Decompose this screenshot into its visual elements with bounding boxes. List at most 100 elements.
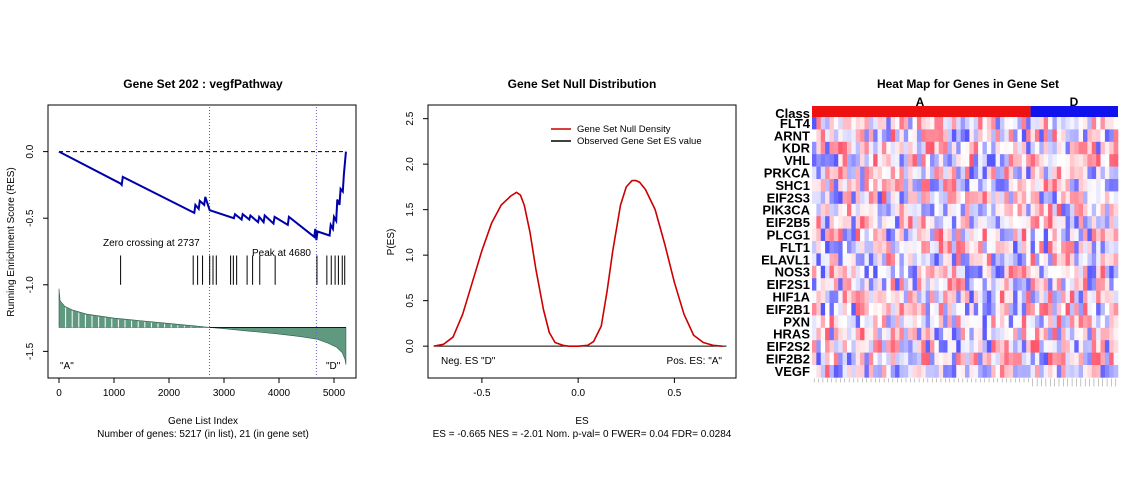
heatmap-cell (881, 117, 887, 130)
heatmap-cell (855, 228, 861, 242)
heatmap-cell (1013, 253, 1018, 267)
heatmap-cell (1100, 365, 1106, 378)
heatmap-cell (999, 278, 1005, 291)
heatmap-cell (833, 315, 839, 329)
heatmap-cell (855, 129, 861, 143)
heatmap-cell (1017, 216, 1023, 229)
heatmap-cell (873, 191, 878, 205)
heatmap-cell (895, 315, 900, 329)
heatmap-cell (999, 191, 1005, 205)
heatmap-cell (956, 315, 961, 329)
heatmap-cell (1104, 203, 1110, 217)
heatmap-cell (825, 216, 830, 229)
heatmap-cell (1030, 253, 1036, 267)
heatmap-cell (1052, 154, 1058, 167)
heatmap-cell (820, 203, 826, 217)
heatmap-cell (960, 352, 966, 366)
heatmap-cell (1052, 216, 1058, 229)
heatmap-cell (833, 340, 839, 353)
heatmap-cell (851, 117, 857, 130)
heatmap-cell (943, 352, 948, 366)
heatmap-cell (864, 352, 870, 366)
heatmap-cell (864, 203, 870, 217)
heatmap-cell (1100, 303, 1106, 316)
heatmap-cell (1008, 365, 1014, 378)
class-a-header: A (916, 95, 925, 109)
heatmap-cell (812, 117, 817, 130)
heatmap-cell (916, 340, 922, 353)
heatmap-cell (842, 340, 848, 353)
heatmap-cell (877, 117, 883, 130)
heatmap-cell (995, 303, 1001, 316)
heatmap-cell (960, 179, 966, 192)
heatmap-cell (886, 290, 891, 304)
heatmap-cell (1069, 179, 1075, 192)
heatmap-panel: Heat Map for Genes in Gene Set A D Class… (761, 77, 1119, 387)
heatmap-cell (1083, 315, 1088, 329)
heatmap-cell (991, 265, 996, 279)
heatmap-cell (912, 166, 918, 180)
heatmap-cell (1026, 365, 1031, 378)
heatmap-cell (986, 191, 992, 205)
heatmap-cell (1021, 303, 1027, 316)
heatmap-cell (965, 191, 970, 205)
heatmap-cell (838, 340, 843, 353)
heatmap-cell (938, 365, 944, 378)
heatmap-cell (916, 203, 922, 217)
heatmap-cell (978, 315, 983, 329)
heatmap-cell (1052, 203, 1058, 217)
heatmap-cell (951, 241, 957, 254)
heatmap-cell (1113, 352, 1119, 366)
heatmap-cell (973, 327, 979, 341)
heatmap-cell (1087, 352, 1093, 366)
heatmap-cell (877, 278, 883, 291)
heatmap-cell (1109, 154, 1114, 167)
heatmap-cell (1008, 179, 1014, 192)
heatmap-cell (1017, 315, 1023, 329)
heatmap-cell (1034, 129, 1040, 143)
heatmap-cell (1061, 228, 1066, 242)
heatmap-cell (842, 129, 848, 143)
heatmap-cell (912, 315, 918, 329)
heatmap-cell (947, 117, 953, 130)
heatmap-cell (825, 117, 830, 130)
heatmap-cell (1100, 129, 1106, 143)
heatmap-cell (938, 179, 944, 192)
heatmap-cell (947, 352, 953, 366)
heatmap-cell (951, 129, 957, 143)
heatmap-cell (956, 166, 961, 180)
heatmap-cell (973, 166, 979, 180)
heatmap-cell (991, 365, 996, 378)
null-distribution-title: Gene Set Null Distribution (508, 77, 657, 91)
heatmap-cell (982, 290, 988, 304)
heatmap-cell (999, 340, 1005, 353)
heatmap-cell (825, 203, 830, 217)
heatmap-cell (1056, 327, 1062, 341)
heatmap-cell (969, 315, 975, 329)
heatmap-cell (991, 241, 996, 254)
heatmap-cell (1096, 352, 1101, 366)
heatmap-cell (921, 179, 926, 192)
heatmap-cell (930, 216, 935, 229)
heatmap-cell (1043, 290, 1049, 304)
heatmap-cell (938, 203, 944, 217)
heatmap-cell (877, 265, 883, 279)
heatmap-cell (1013, 166, 1018, 180)
heatmap-cell (1074, 265, 1079, 279)
heatmap-cell (1069, 166, 1075, 180)
heatmap-cell (982, 315, 988, 329)
heatmap-cell (1061, 315, 1066, 329)
heatmap-cell (1113, 303, 1119, 316)
heatmap-cell (1039, 228, 1044, 242)
heatmap-cell (877, 216, 883, 229)
heatmap-cell (899, 315, 905, 329)
heatmap-cell (982, 203, 988, 217)
heatmap-cell (877, 365, 883, 378)
heatmap-cell (991, 327, 996, 341)
heatmap-cell (930, 141, 935, 155)
heatmap-cell (1026, 315, 1031, 329)
heatmap-cell (851, 278, 857, 291)
heatmap-cell (978, 278, 983, 291)
heatmap-cell (838, 117, 843, 130)
heatmap-cell (943, 241, 948, 254)
